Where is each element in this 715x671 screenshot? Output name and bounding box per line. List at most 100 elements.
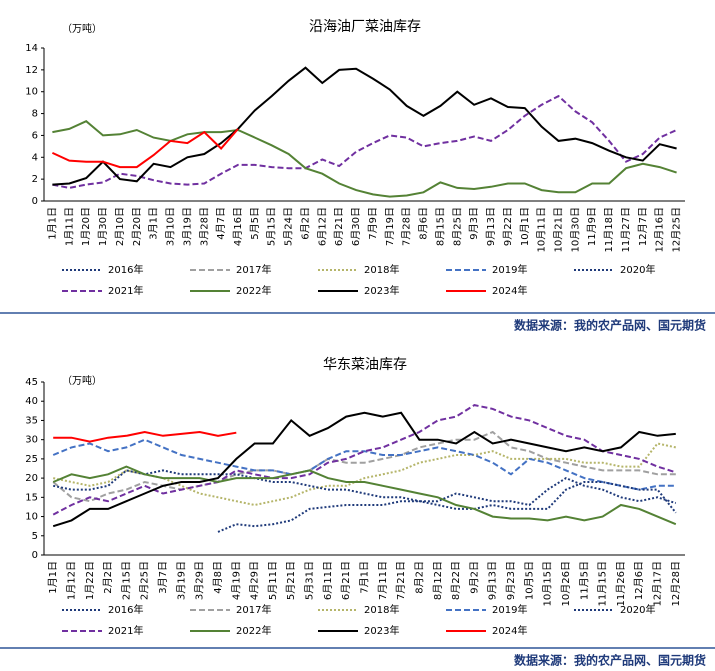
- x-tick-label: 11月26日: [615, 561, 627, 606]
- x-tick-label: 1月11日: [63, 207, 75, 246]
- x-tick-label: 7月28日: [401, 207, 413, 246]
- y-tick-label: 20: [25, 473, 38, 484]
- x-tick-label: 7月9日: [367, 207, 379, 240]
- legend-label: 2022年: [236, 284, 271, 297]
- x-tick-label: 8月12日: [432, 561, 444, 600]
- x-tick-label: 10月26日: [560, 561, 572, 606]
- legend-label: 2024年: [492, 624, 527, 637]
- x-tick-label: 8月22日: [450, 561, 462, 600]
- source-note: 数据来源：我的农产品网、国元期货: [514, 318, 706, 333]
- legend-label: 2016年: [108, 263, 143, 276]
- x-tick-label: 4月16日: [232, 207, 244, 246]
- y-tick-label: 2: [32, 174, 38, 185]
- series-line: [52, 94, 678, 189]
- legend-label: 2020年: [620, 263, 655, 276]
- x-tick-label: 11月5日: [578, 561, 590, 600]
- x-tick-label: 11月27日: [620, 207, 632, 252]
- x-tick-label: 10月21日: [552, 207, 564, 252]
- x-tick-label: 4月7日: [215, 207, 227, 240]
- chart-title: 华东菜油库存: [323, 357, 407, 373]
- y-tick-label: 5: [32, 531, 38, 542]
- x-tick-label: 7月19日: [384, 207, 396, 246]
- legend-label: 2017年: [236, 263, 271, 276]
- legend-label: 2018年: [364, 603, 399, 616]
- x-tick-label: 5月11日: [267, 561, 279, 600]
- x-tick-label: 11月15日: [597, 561, 609, 606]
- y-tick-label: 35: [25, 415, 38, 426]
- series-line: [52, 66, 677, 186]
- x-tick-label: 4月8日: [212, 561, 224, 594]
- x-tick-label: 1月12日: [65, 561, 77, 600]
- x-tick-label: 5月5日: [249, 207, 261, 240]
- x-tick-label: 3月1日: [148, 207, 160, 240]
- x-tick-label: 10月5日: [523, 561, 535, 600]
- legend-label: 2023年: [364, 624, 399, 637]
- y-tick-label: 8: [32, 109, 38, 120]
- x-tick-label: 2月25日: [139, 561, 151, 600]
- x-tick-label: 8月6日: [418, 207, 430, 240]
- x-tick-label: 1月1日: [46, 207, 58, 240]
- x-tick-label: 10月15日: [542, 561, 554, 606]
- x-tick-label: 10月1日: [519, 207, 531, 246]
- y-tick-label: 15: [25, 492, 38, 503]
- x-tick-label: 2月20日: [131, 207, 143, 246]
- y-tick-label: 10: [25, 87, 38, 98]
- series-line: [53, 430, 237, 443]
- unit-label: （万吨）: [62, 22, 102, 35]
- legend-label: 2017年: [236, 603, 271, 616]
- x-tick-label: 3月7日: [157, 561, 169, 594]
- legend-label: 2018年: [364, 263, 399, 276]
- series-line: [217, 476, 677, 533]
- source-note: 数据来源：我的农产品网、国元期货: [514, 653, 706, 668]
- y-tick-label: 45: [25, 377, 38, 388]
- x-tick-label: 4月29日: [249, 561, 261, 600]
- x-tick-label: 12月28日: [670, 561, 682, 606]
- y-tick-label: 0: [32, 196, 38, 207]
- x-tick-label: 12月6日: [633, 561, 645, 600]
- x-tick-label: 10月11日: [536, 207, 548, 252]
- x-tick-label: 8月15日: [434, 207, 446, 246]
- x-tick-label: 10月30日: [569, 207, 581, 252]
- x-tick-label: 8月25日: [451, 207, 463, 246]
- chart-title: 沿海油厂菜油库存: [309, 19, 421, 35]
- x-tick-label: 12月16日: [654, 207, 666, 252]
- x-tick-label: 4月19日: [230, 561, 242, 600]
- x-tick-label: 6月21日: [340, 561, 352, 600]
- x-tick-label: 2月10日: [114, 207, 126, 246]
- legend-label: 2016年: [108, 603, 143, 616]
- x-tick-label: 2月2日: [102, 561, 114, 594]
- legend-label: 2019年: [492, 603, 527, 616]
- y-tick-label: 40: [25, 396, 38, 407]
- y-tick-label: 14: [25, 43, 38, 54]
- x-tick-label: 1月22日: [84, 561, 96, 600]
- x-tick-label: 6月2日: [299, 207, 311, 240]
- x-tick-label: 5月21日: [285, 561, 297, 600]
- x-tick-label: 11月18日: [603, 207, 615, 252]
- x-tick-label: 7月11日: [377, 561, 389, 600]
- x-tick-label: 6月12日: [316, 207, 328, 246]
- series-line: [52, 404, 677, 516]
- legend-label: 2022年: [236, 624, 271, 637]
- x-tick-label: 12月25日: [671, 207, 683, 252]
- x-tick-label: 3月10日: [165, 207, 177, 246]
- x-tick-label: 5月31日: [304, 561, 316, 600]
- series-line: [52, 469, 677, 514]
- x-tick-label: 6月11日: [322, 561, 334, 600]
- x-tick-label: 3月19日: [181, 207, 193, 246]
- x-tick-label: 1月30日: [97, 207, 109, 246]
- legend-label: 2021年: [108, 284, 143, 297]
- x-tick-label: 11月9日: [586, 207, 598, 246]
- unit-label: （万吨）: [62, 374, 102, 387]
- x-tick-label: 9月3日: [468, 207, 480, 240]
- x-tick-label: 12月17日: [652, 561, 664, 606]
- series-line: [52, 438, 676, 491]
- y-tick-label: 4: [32, 152, 38, 163]
- series-line: [51, 128, 239, 169]
- x-tick-label: 3月19日: [175, 561, 187, 600]
- x-tick-label: 6月30日: [350, 207, 362, 246]
- x-tick-label: 9月2日: [468, 561, 480, 594]
- legend-label: 2019年: [492, 263, 527, 276]
- x-tick-label: 8月2日: [413, 561, 425, 594]
- legend-label: 2024年: [492, 284, 527, 297]
